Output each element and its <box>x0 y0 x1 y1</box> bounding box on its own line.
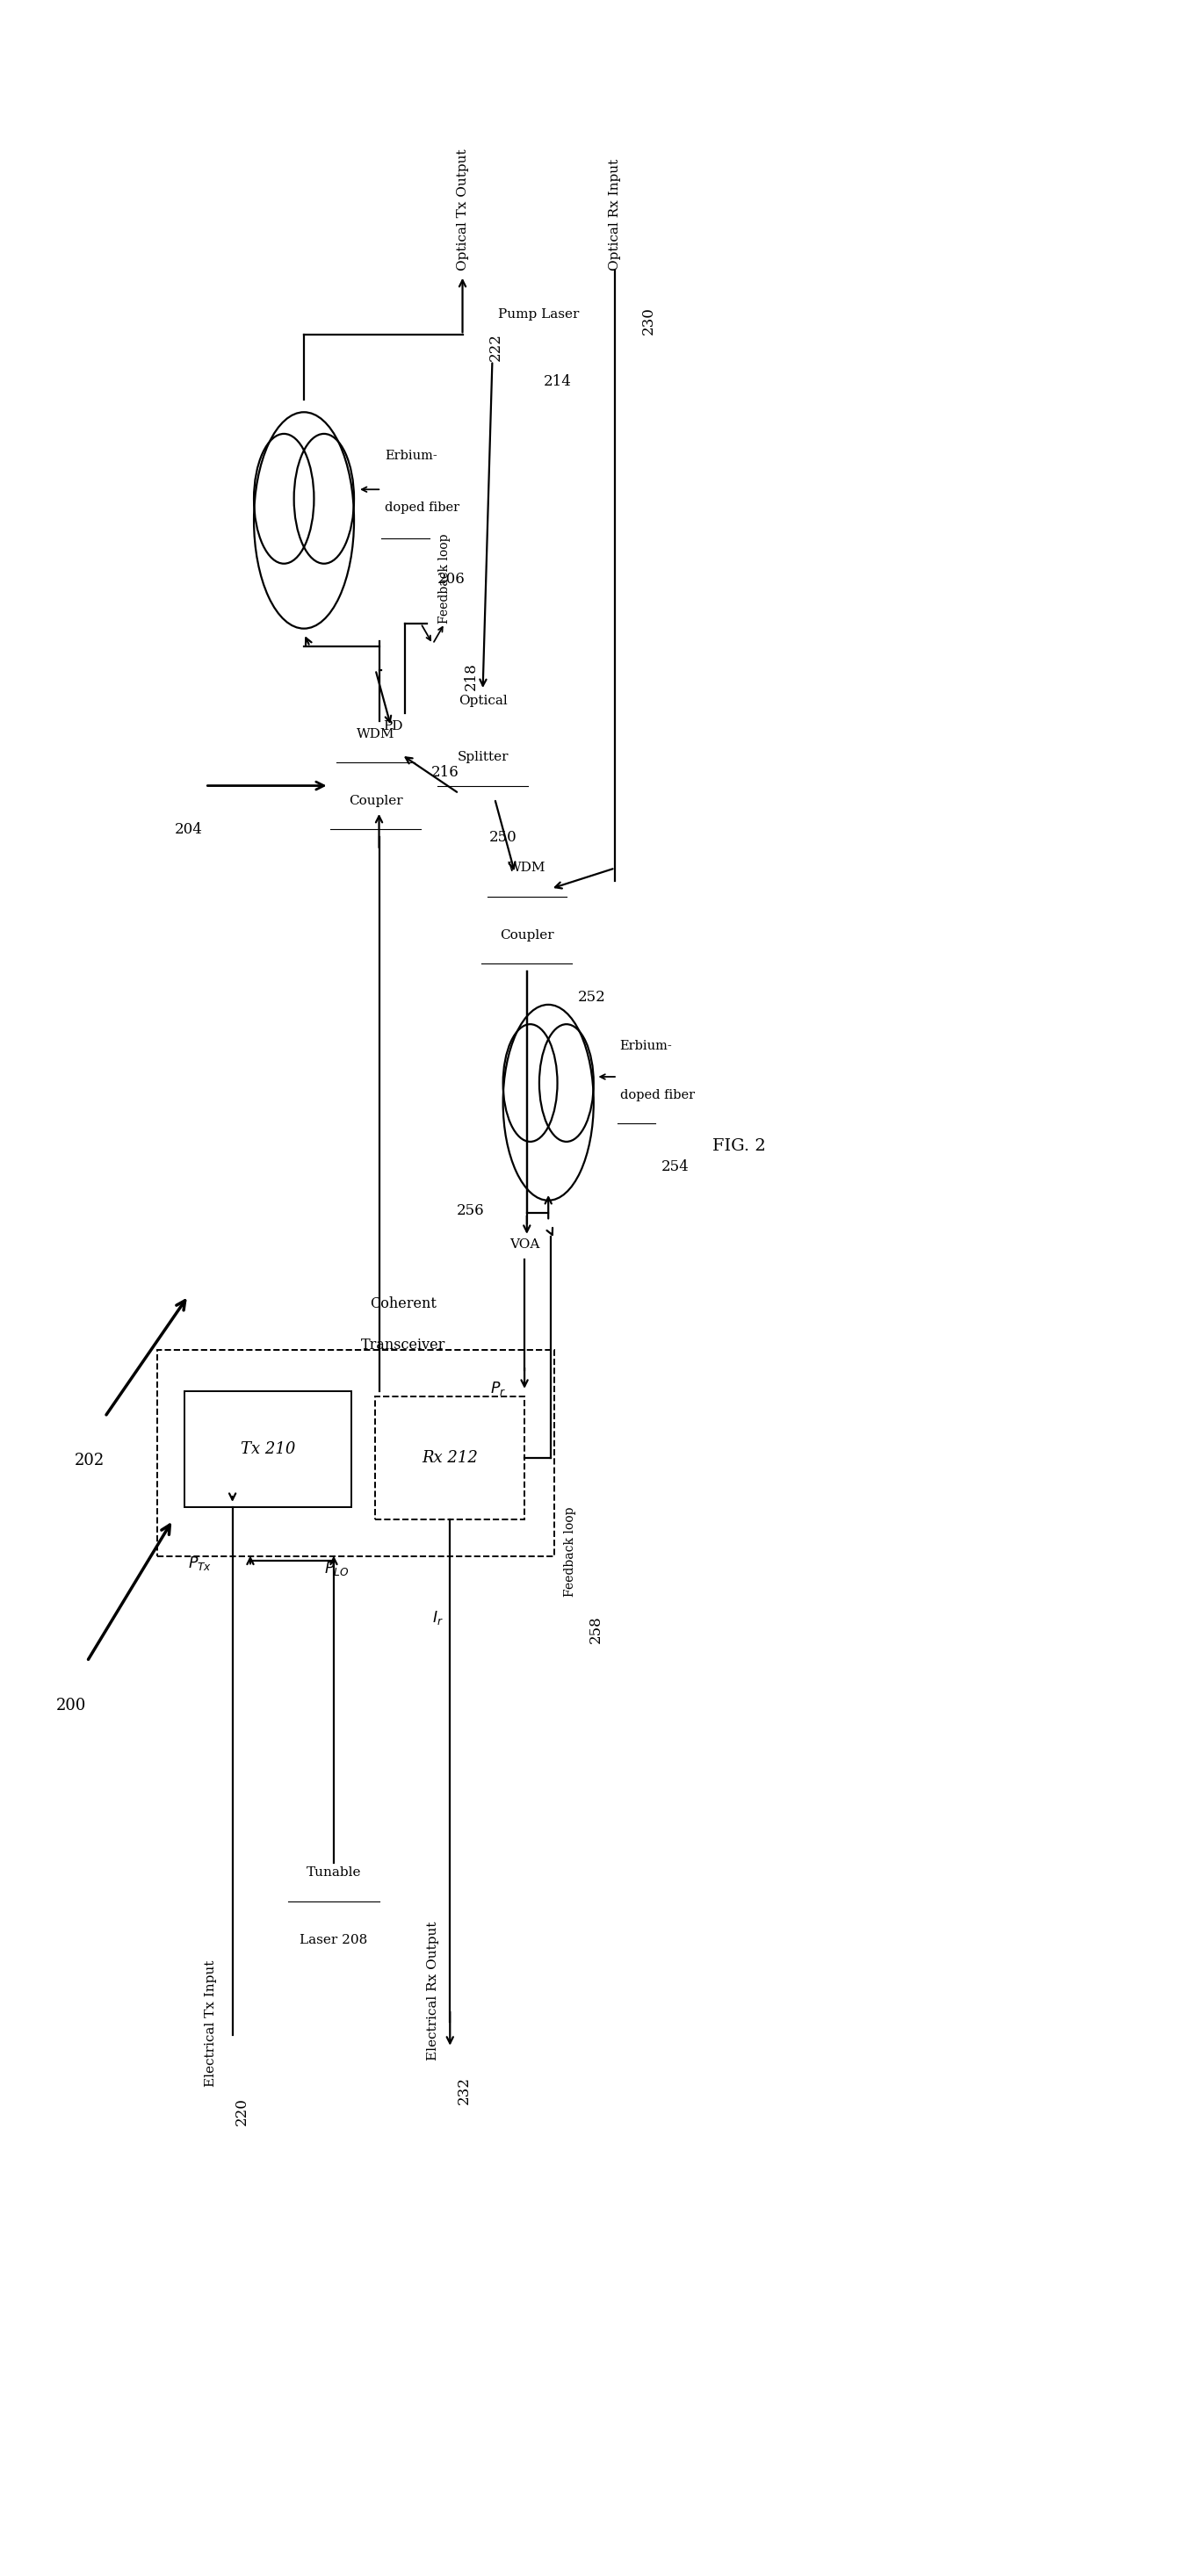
Text: Optical Rx Input: Optical Rx Input <box>609 160 621 270</box>
Text: 206: 206 <box>437 572 465 587</box>
Text: Feedback loop: Feedback loop <box>564 1507 576 1597</box>
Text: Coherent: Coherent <box>371 1296 436 1311</box>
Text: 254: 254 <box>662 1159 689 1175</box>
Text: 218: 218 <box>464 662 478 690</box>
Text: Electrical Rx Output: Electrical Rx Output <box>427 1922 439 2061</box>
Text: Feedback loop: Feedback loop <box>439 533 451 623</box>
Text: Pump Laser: Pump Laser <box>498 309 579 319</box>
Text: WDM: WDM <box>356 729 395 739</box>
Text: 204: 204 <box>174 822 203 837</box>
Text: Tx 210: Tx 210 <box>241 1440 296 1458</box>
Text: Erbium-: Erbium- <box>385 451 437 461</box>
Text: PD: PD <box>384 721 403 732</box>
Text: 216: 216 <box>432 765 459 781</box>
Text: Erbium-: Erbium- <box>620 1041 672 1051</box>
Text: 202: 202 <box>74 1453 105 1468</box>
Text: WDM: WDM <box>508 863 546 873</box>
Text: 252: 252 <box>578 989 606 1005</box>
Text: 256: 256 <box>457 1203 485 1218</box>
Text: FIG. 2: FIG. 2 <box>713 1139 765 1154</box>
Text: 230: 230 <box>641 307 656 335</box>
Text: $P_r$: $P_r$ <box>490 1381 507 1396</box>
Text: Coupler: Coupler <box>348 796 403 806</box>
Text: 232: 232 <box>457 2076 471 2105</box>
Text: $I_r$: $I_r$ <box>432 1610 443 1625</box>
Text: doped fiber: doped fiber <box>620 1090 695 1100</box>
Text: Optical Tx Output: Optical Tx Output <box>457 149 468 270</box>
Text: 258: 258 <box>589 1615 603 1643</box>
Text: Coupler: Coupler <box>499 930 554 940</box>
Bar <box>157 1350 554 1556</box>
Text: Tunable: Tunable <box>306 1868 361 1878</box>
Text: 220: 220 <box>235 2097 249 2125</box>
Text: 250: 250 <box>489 829 516 845</box>
Text: Electrical Tx Input: Electrical Tx Input <box>205 1960 217 2087</box>
Text: 214: 214 <box>544 374 571 389</box>
Text: $P_{Tx}$: $P_{Tx}$ <box>188 1556 212 1571</box>
Text: Rx 212: Rx 212 <box>422 1450 478 1466</box>
Text: Transceiver: Transceiver <box>361 1337 446 1352</box>
Text: Splitter: Splitter <box>457 752 509 762</box>
Text: doped fiber: doped fiber <box>385 502 460 513</box>
Text: $P_{LO}$: $P_{LO}$ <box>324 1561 348 1577</box>
Text: 222: 222 <box>489 332 503 361</box>
Text: Laser 208: Laser 208 <box>300 1935 367 1945</box>
Bar <box>185 1391 352 1507</box>
Text: 200: 200 <box>56 1698 87 1713</box>
Text: Optical: Optical <box>458 696 508 706</box>
Text: VOA: VOA <box>509 1239 540 1249</box>
Bar <box>375 1396 524 1520</box>
